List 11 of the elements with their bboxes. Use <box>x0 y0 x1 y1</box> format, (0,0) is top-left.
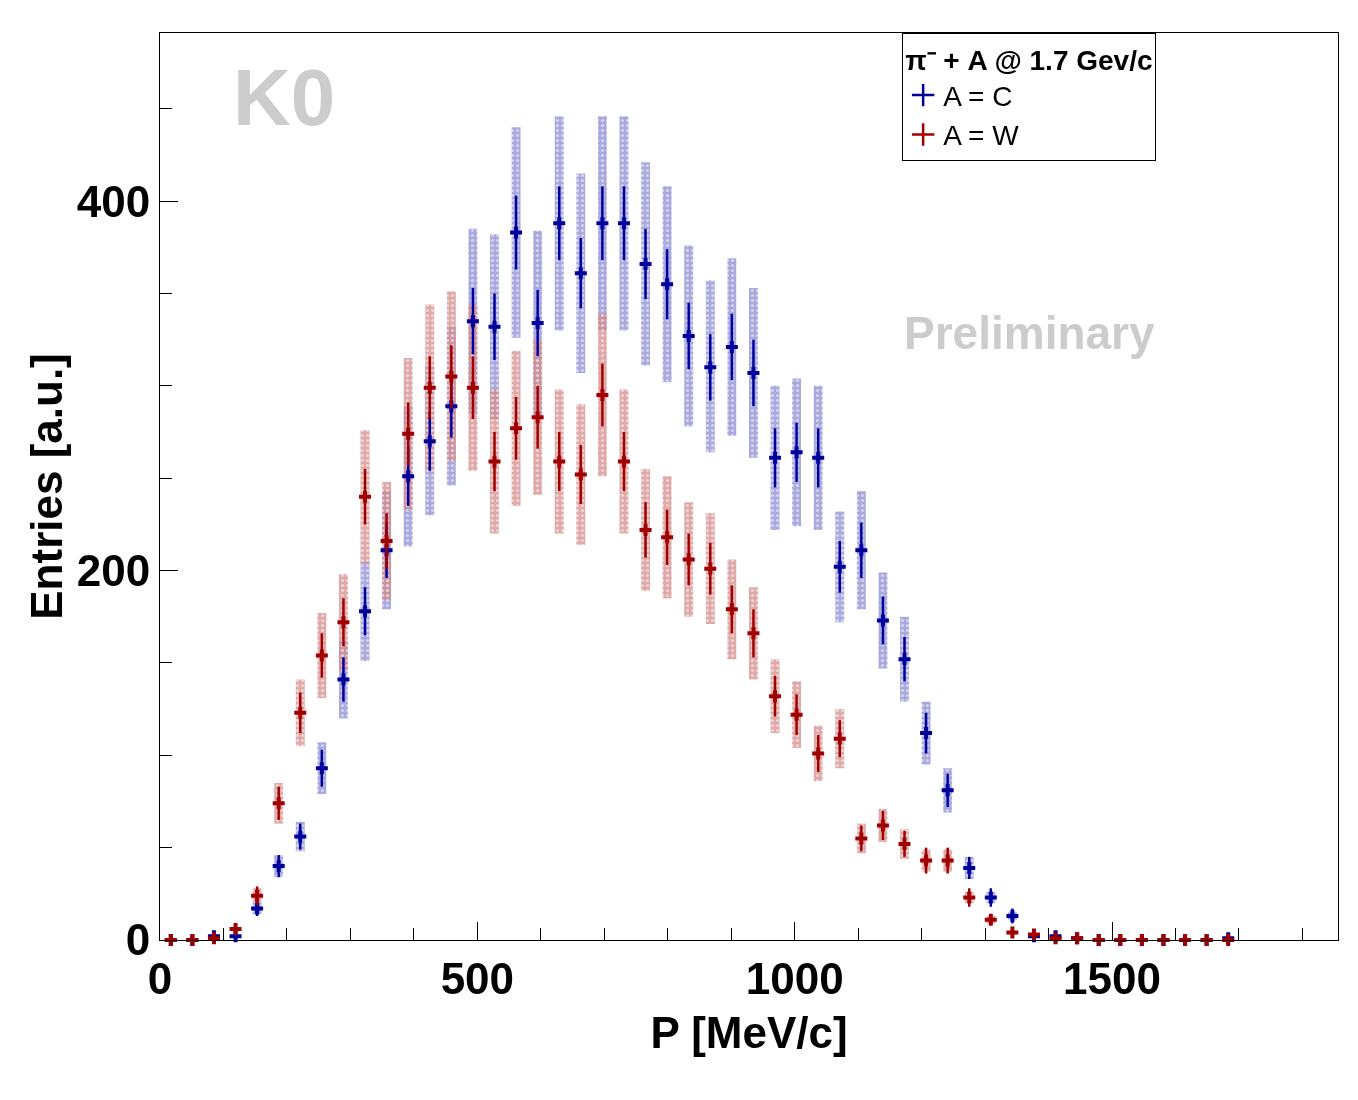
x-tick-label: 500 <box>440 953 515 1003</box>
legend-label: A = W <box>943 120 1020 152</box>
legend-title: π⁻ + A @ 1.7 Gev/c <box>905 45 1153 77</box>
x-tick-label: 1000 <box>745 953 844 1003</box>
x-axis-title: P [MeV/c] <box>650 1008 848 1058</box>
y-tick-label: 0 <box>125 915 151 965</box>
y-axis-title: Entries [a.u.] <box>21 353 71 620</box>
x-tick-label: 1500 <box>1063 953 1161 1003</box>
y-tick-label: 200 <box>76 545 151 595</box>
legend-label: A = C <box>943 81 1013 113</box>
y-tick-label: 400 <box>76 176 151 226</box>
